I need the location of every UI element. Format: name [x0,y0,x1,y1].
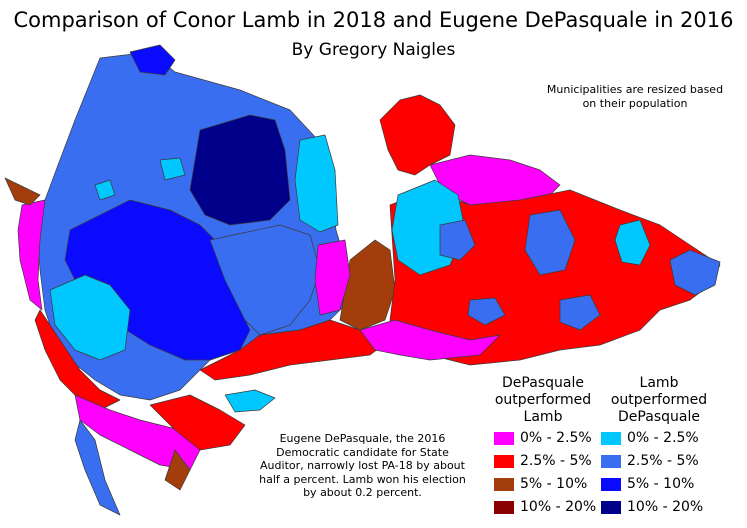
resize-note: Municipalities are resized based on thei… [546,83,724,110]
region-cyan-south [224,389,276,413]
legend-label: 5% - 10% [627,476,695,492]
region-magenta-east-south [359,319,501,361]
legend-lamb-heading: Lamb outperformed DePasquale [610,375,708,425]
legend-label: 5% - 10% [520,476,588,492]
legend-item-lamb-3: 10% - 20% [601,499,703,515]
region-blue-east-mid [524,209,576,276]
legend-item-lamb-2: 5% - 10% [601,476,694,492]
legend-label: 0% - 2.5% [520,430,592,446]
region-blue-far-east [669,249,721,296]
legend-swatch [601,500,621,514]
legend-item-depasquale-0: 0% - 2.5% [494,430,592,446]
region-cyan-west [49,274,131,361]
region-brown-center [339,239,396,331]
legend-item-depasquale-3: 10% - 20% [494,499,596,515]
legend-depasquale-heading: DePasquale outperformed Lamb [494,375,592,425]
legend-label: 2.5% - 5% [520,453,592,469]
legend-swatch [494,500,514,514]
region-red-corridor [199,319,391,381]
region-red-east-north [379,94,456,176]
region-blue-east-inner [439,219,476,261]
legend-swatch [601,454,621,468]
region-cyan-east-right [614,219,651,266]
region-mid-blue [209,224,321,336]
legend-swatch [494,454,514,468]
region-dark-navy [189,114,291,226]
region-brown-west [4,177,41,206]
legend-item-lamb-1: 2.5% - 5% [601,453,699,469]
legend-swatch [494,431,514,445]
region-blue-north [129,44,176,76]
legend-label: 10% - 20% [627,499,704,515]
legend-label: 0% - 2.5% [627,430,699,446]
legend-swatch [494,477,514,491]
map-subtitle: By Gregory Naigles [291,40,456,60]
election-caption: Eugene DePasquale, the 2016 Democratic c… [259,432,466,499]
legend-swatch [601,431,621,445]
region-cyan-small-2 [159,157,186,181]
region-magenta-west [17,199,46,311]
region-blue-east-small [559,294,601,331]
legend-swatch [601,477,621,491]
map-title: Comparison of Conor Lamb in 2018 and Eug… [13,8,734,32]
region-cyan-small [94,179,116,201]
legend-item-lamb-0: 0% - 2.5% [601,430,699,446]
region-blue-east-small-2 [467,297,506,326]
legend-item-depasquale-1: 2.5% - 5% [494,453,592,469]
region-blue-south-spike [74,419,121,516]
region-cyan-center [294,134,339,233]
region-red-south [149,394,246,451]
legend-label: 2.5% - 5% [627,453,699,469]
region-brown-south [164,449,191,491]
legend-label: 10% - 20% [520,499,597,515]
legend-item-depasquale-2: 5% - 10% [494,476,587,492]
region-magenta-center [314,239,351,316]
